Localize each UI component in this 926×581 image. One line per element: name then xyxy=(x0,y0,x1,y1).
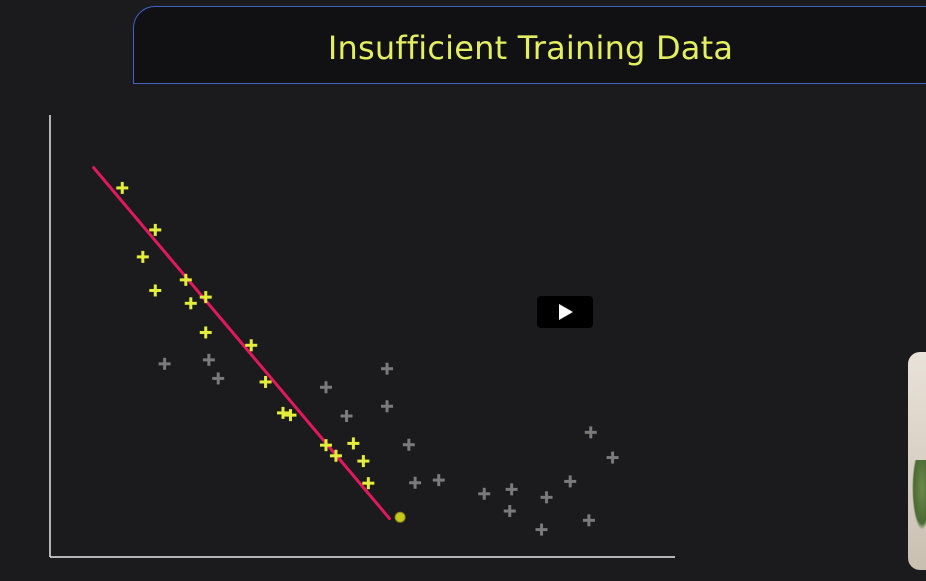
query-point xyxy=(394,511,406,523)
unseen-data-point xyxy=(505,483,518,496)
plant-image xyxy=(912,460,926,530)
unseen-data-point xyxy=(402,438,415,451)
training-data-point xyxy=(149,284,162,297)
unseen-data-point xyxy=(535,523,548,536)
unseen-data-point xyxy=(478,487,491,500)
training-data-point xyxy=(179,273,192,286)
unseen-data-point xyxy=(503,505,516,518)
training-data-point xyxy=(357,455,370,468)
unseen-data-point xyxy=(212,372,225,385)
unseen-data-point xyxy=(432,474,445,487)
presenter-video-thumbnail[interactable] xyxy=(908,352,926,570)
unseen-data-point xyxy=(409,476,422,489)
training-data-point xyxy=(362,477,375,490)
training-data-point xyxy=(347,437,360,450)
unseen-data-point xyxy=(158,357,171,370)
training-data-point xyxy=(184,297,197,310)
training-data-point xyxy=(199,326,212,339)
training-data-point xyxy=(259,375,272,388)
title-banner: Insufficient Training Data xyxy=(133,6,926,84)
unseen-data-point xyxy=(340,410,353,423)
training-data-point xyxy=(149,223,162,236)
slide-title: Insufficient Training Data xyxy=(327,29,734,67)
unseen-data-point xyxy=(564,475,577,488)
training-data-point xyxy=(245,339,258,352)
training-data-point xyxy=(329,449,342,462)
training-data-point xyxy=(199,291,212,304)
unseen-data-point xyxy=(381,400,394,413)
unseen-data-point xyxy=(202,353,215,366)
play-button[interactable] xyxy=(537,296,593,328)
unseen-data-point xyxy=(540,491,553,504)
play-icon xyxy=(559,304,573,320)
unseen-data-point xyxy=(381,362,394,375)
training-data-point xyxy=(284,409,297,422)
unseen-data-point xyxy=(606,451,619,464)
training-data-point xyxy=(116,181,129,194)
training-data-point xyxy=(277,406,290,419)
training-data-point xyxy=(136,250,149,263)
regression-fit-line xyxy=(92,166,392,521)
unseen-data-point xyxy=(582,514,595,527)
unseen-data-point xyxy=(319,381,332,394)
training-data-point xyxy=(319,439,332,452)
unseen-data-point xyxy=(584,426,597,439)
